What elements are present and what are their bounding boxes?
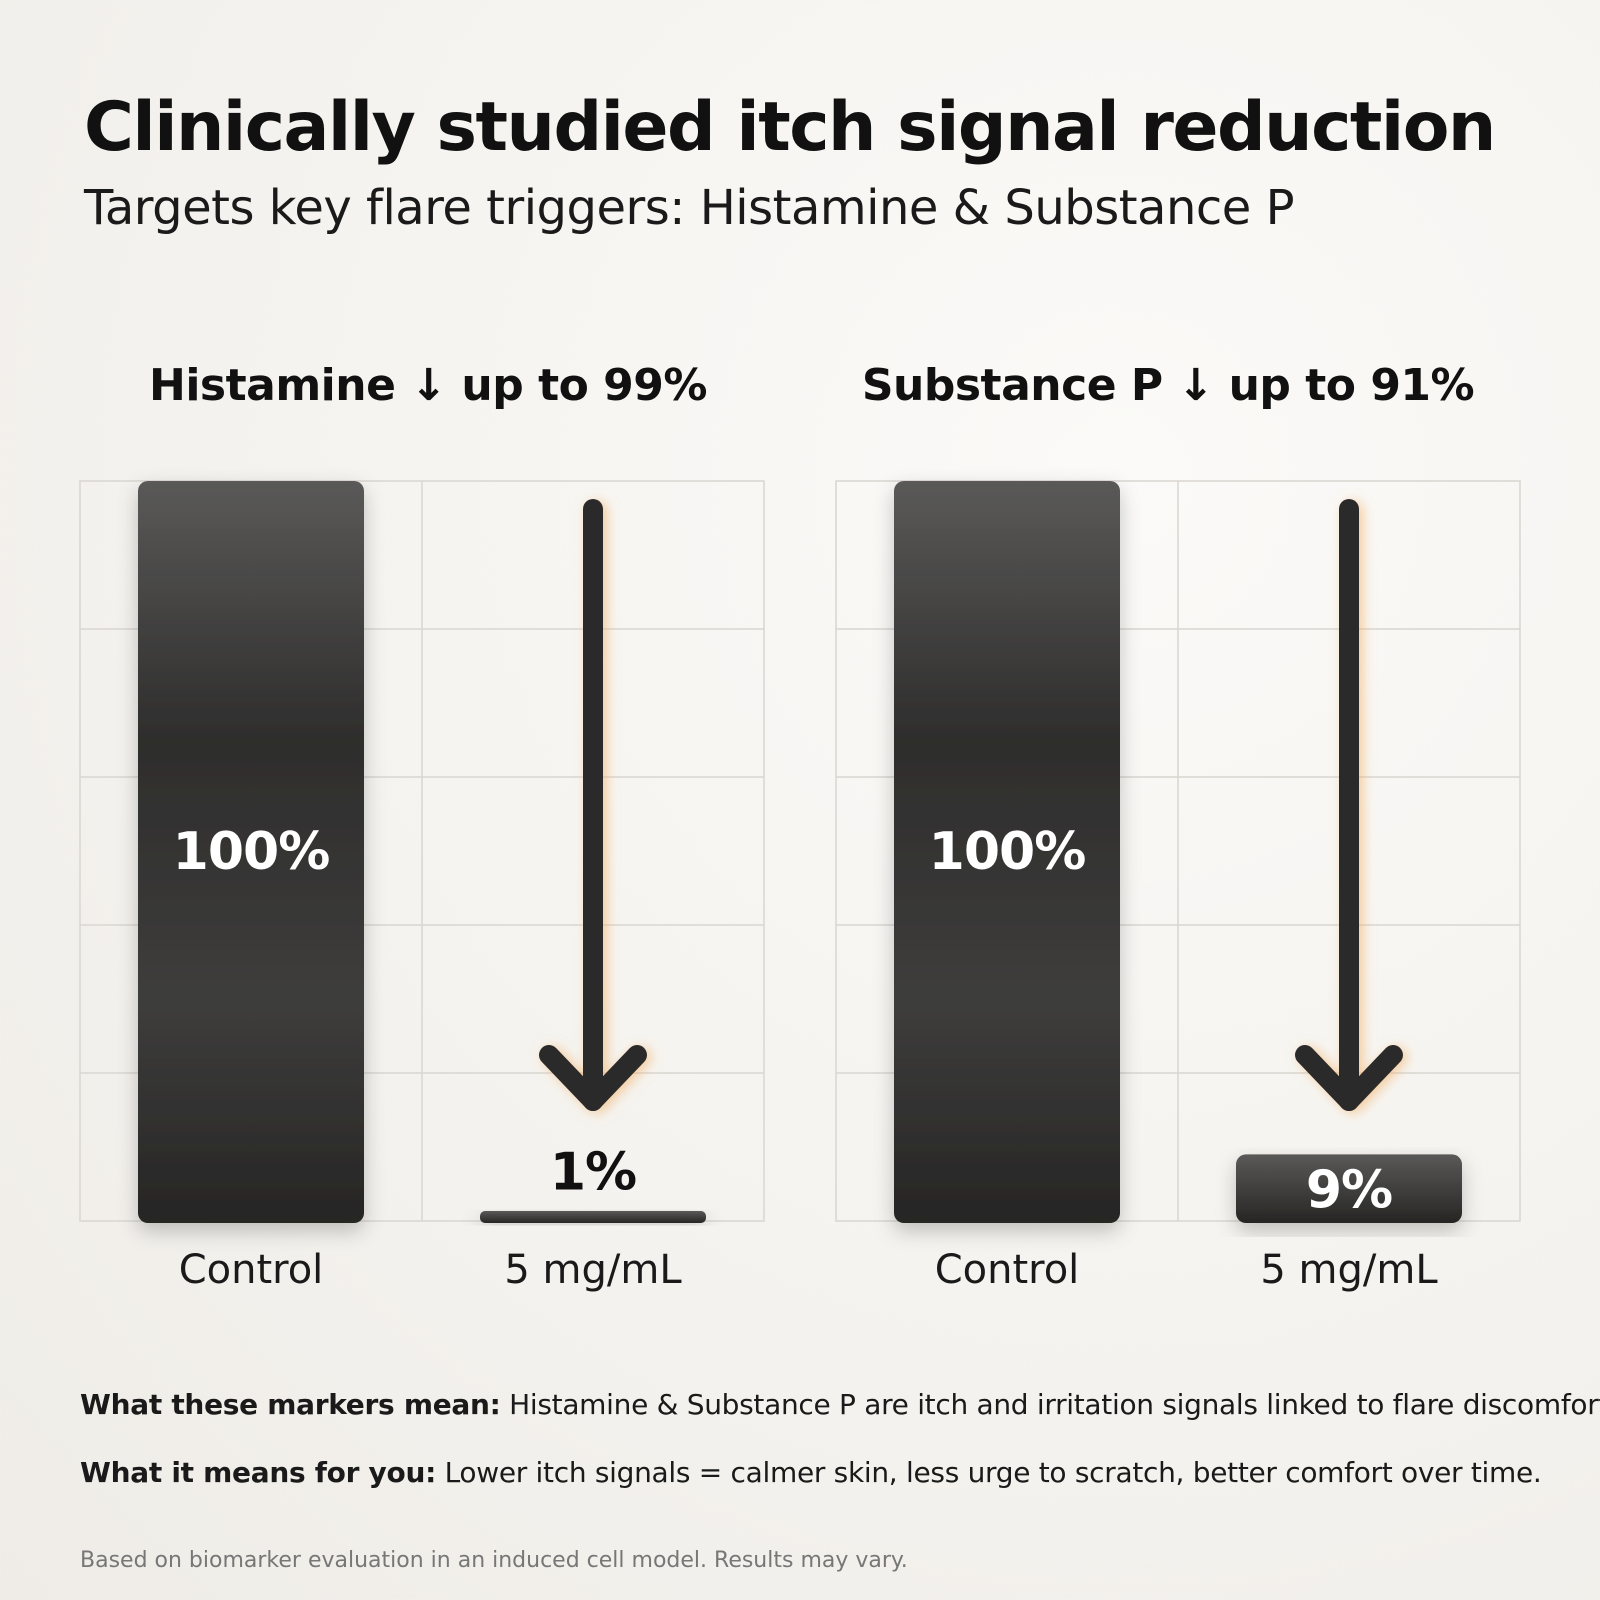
substance-p-chart-title: Substance P ↓ up to 91% [861,360,1475,411]
histamine-bar-treatment [480,1211,706,1223]
histamine-bar-control [138,481,364,1223]
markers-meaning-label: What these markers mean: [80,1388,501,1421]
substance-p-down-arrow-icon [1295,499,1403,1111]
substance-p-value-label-control: 100% [929,822,1086,882]
markers-meaning-text: Histamine & Substance P are itch and irr… [500,1388,1600,1421]
substance-p-bar-control [894,481,1120,1223]
what-it-means-note: What it means for you: Lower itch signal… [80,1456,1542,1489]
substance-p-value-label-treatment: 9% [1306,1161,1392,1221]
histamine-value-label-control: 100% [173,822,330,882]
histamine-category-label-control: Control [179,1247,324,1293]
histamine-value-label-treatment: 1% [550,1143,636,1203]
what-it-means-label: What it means for you: [80,1456,436,1489]
histamine-category-label-treatment: 5 mg/mL [504,1247,682,1293]
what-it-means-text: Lower itch signals = calmer skin, less u… [435,1456,1542,1489]
substance-p-category-label-treatment: 5 mg/mL [1260,1247,1438,1293]
markers-meaning-note: What these markers mean: Histamine & Sub… [80,1388,1600,1421]
footnote: Based on biomarker evaluation in an indu… [80,1548,908,1573]
substance-p-category-label-control: Control [935,1247,1080,1293]
histamine-down-arrow-icon [539,499,647,1111]
page-title: Clinically studied itch signal reduction [84,88,1496,167]
substance-p-bar-treatment [1236,1154,1462,1223]
page-subtitle: Targets key flare triggers: Histamine & … [84,180,1295,236]
histamine-chart-title: Histamine ↓ up to 99% [149,360,707,411]
